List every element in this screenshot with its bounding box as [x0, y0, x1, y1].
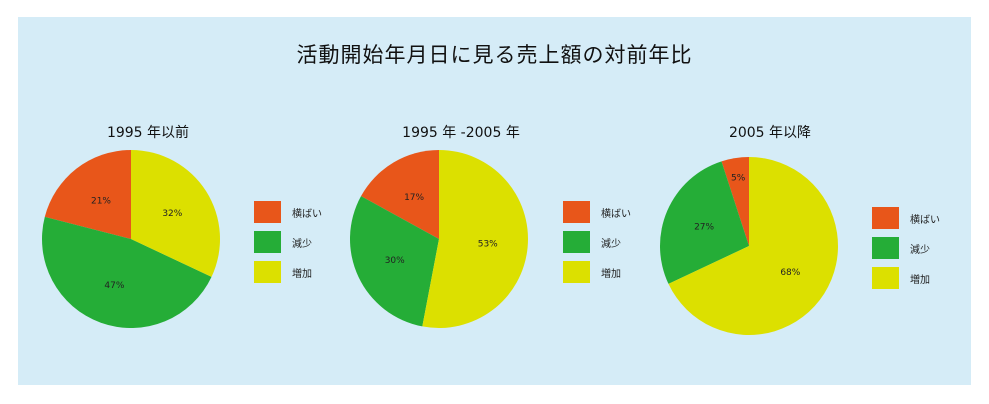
pie-title-1: 1995 年以前 [106, 125, 190, 141]
pie-slice-flat [44, 150, 131, 239]
legend-swatch-decrease [872, 237, 899, 259]
pie-label-increase: 68% [780, 268, 800, 278]
legend-item-flat: 横ばい [254, 201, 334, 223]
pie-slice-flat [721, 157, 749, 246]
chart-panel: 活動開始年月日に見る売上額の対前年比 1995 年以前 21% 47% 32% 横ば… [18, 17, 971, 385]
legend-item-increase: 増加 [563, 261, 643, 283]
legend-label-flat: 横ばい [292, 209, 322, 220]
legend-item-increase: 増加 [872, 267, 952, 289]
legend-label-decrease: 減少 [292, 239, 312, 250]
pie-title-2: 1995 年 -2005 年 [402, 125, 520, 141]
legend-swatch-increase [254, 261, 281, 283]
legend-label-decrease: 減少 [910, 245, 930, 256]
legend-swatch-flat [872, 207, 899, 229]
pie-chart-2: 17% 30% 53% [350, 150, 528, 328]
pie-label-increase: 53% [478, 240, 498, 250]
legend-item-flat: 横ばい [872, 207, 952, 229]
legend-swatch-decrease [254, 231, 281, 253]
pie-label-flat: 21% [91, 196, 111, 206]
pie-label-flat: 17% [404, 193, 424, 203]
legend-label-increase: 増加 [910, 275, 930, 286]
legend-swatch-flat [563, 201, 590, 223]
legend-item-decrease: 減少 [254, 231, 334, 253]
legend-label-decrease: 減少 [601, 239, 621, 250]
legend-swatch-increase [872, 267, 899, 289]
pie-label-increase: 32% [162, 209, 182, 219]
legend-swatch-decrease [563, 231, 590, 253]
pie-label-flat: 5% [731, 173, 746, 183]
pie-label-decrease: 30% [385, 256, 405, 266]
legend-item-decrease: 減少 [872, 237, 952, 259]
legend-swatch-flat [254, 201, 281, 223]
pie-slice-increase [668, 157, 838, 335]
pie-chart-1: 21% 47% 32% [42, 150, 221, 328]
pie-slice-decrease [660, 161, 749, 284]
pie-slice-increase [131, 150, 221, 277]
pie-label-decrease: 27% [694, 223, 714, 233]
pie-slice-flat [361, 150, 439, 239]
pie-slice-decrease [42, 216, 212, 328]
pie-label-decrease: 47% [104, 281, 124, 291]
pie-slice-decrease [350, 196, 439, 327]
legend-item-increase: 増加 [254, 261, 334, 283]
pie-slice-increase [422, 150, 528, 328]
legend-item-decrease: 減少 [563, 231, 643, 253]
legend-label-flat: 横ばい [910, 215, 940, 226]
legend-item-flat: 横ばい [563, 201, 643, 223]
pie-chart-3: 5% 27% 68% [660, 157, 838, 335]
legend-swatch-increase [563, 261, 590, 283]
pie-title-3: 2005 年以降 [728, 125, 812, 141]
legend-label-flat: 横ばい [601, 209, 631, 220]
main-title: 活動開始年月日に見る売上額の対前年比 [296, 43, 693, 67]
legend-label-increase: 増加 [292, 269, 312, 280]
legend-label-increase: 増加 [601, 269, 621, 280]
